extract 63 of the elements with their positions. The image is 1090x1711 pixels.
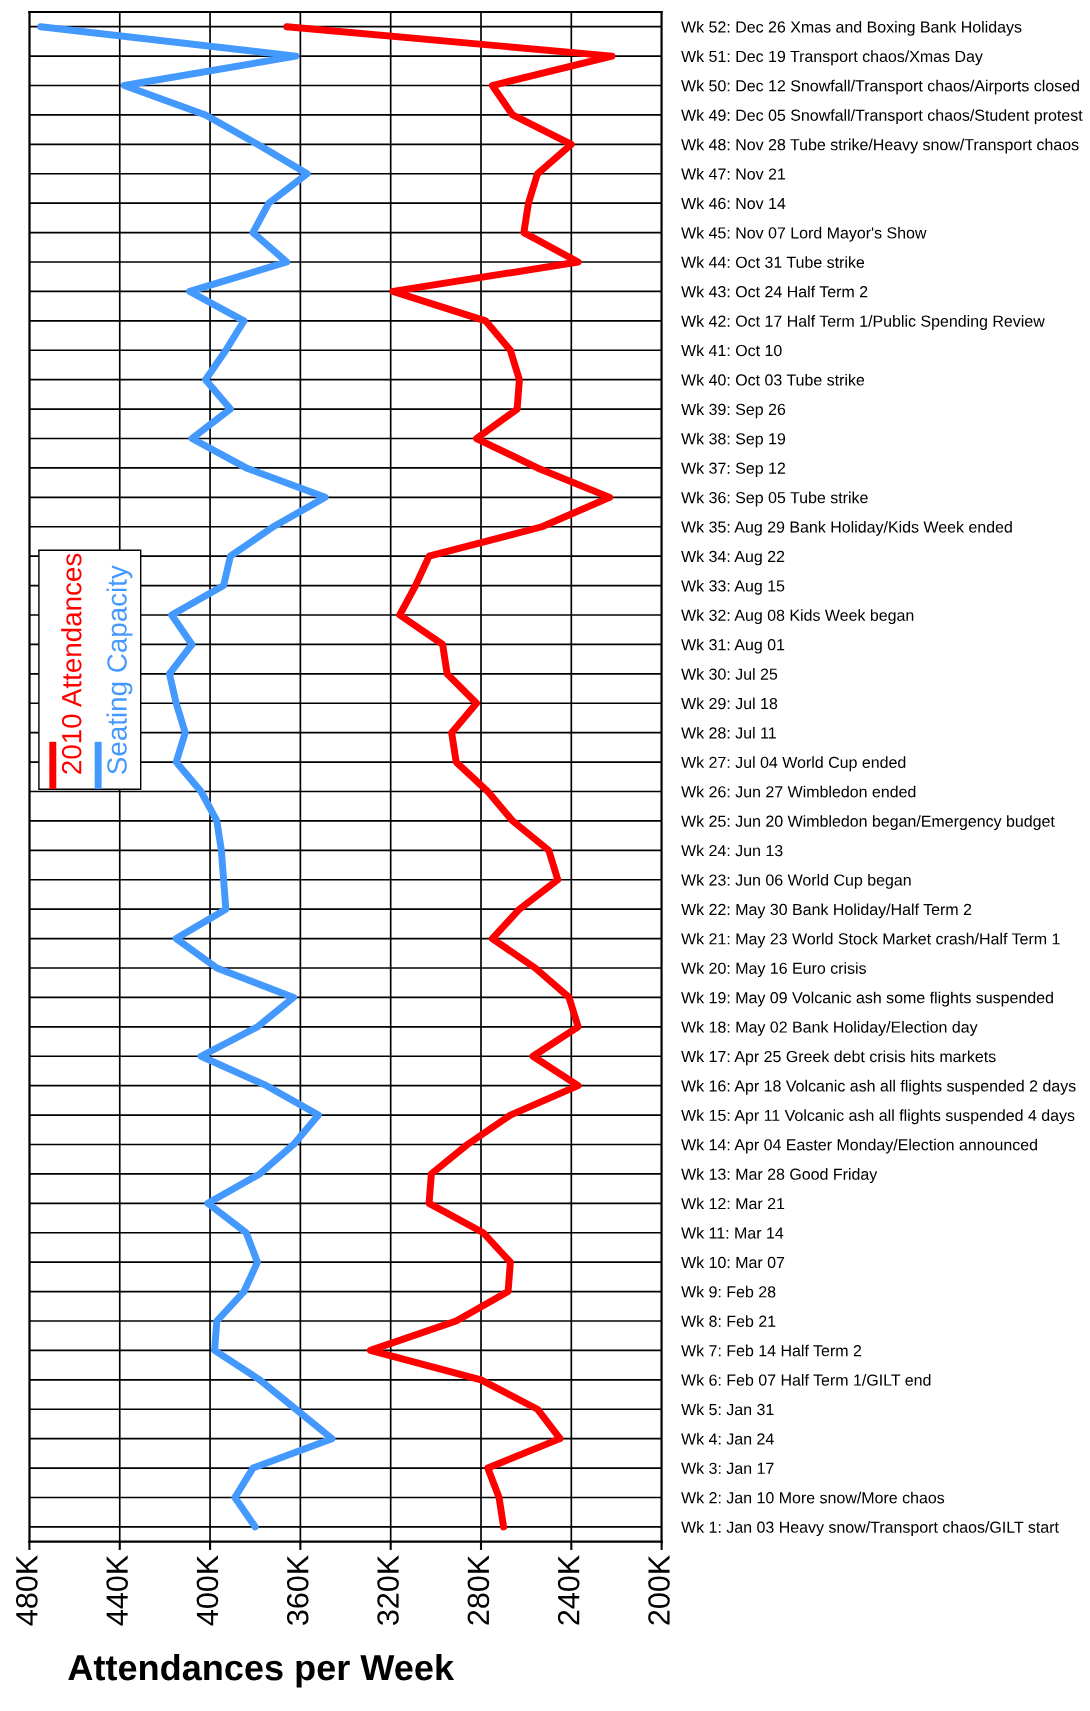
y-tick-label: Wk 19: May 09 Volcanic ash some flights suspended [681, 991, 1053, 1007]
y-tick-label: Wk 31: Aug 01 [681, 638, 785, 654]
y-tick-label: Wk 16: Apr 18 Volcanic ash all flights suspended 2 days [681, 1079, 1076, 1095]
y-tick-label: Wk 15: Apr 11 Volcanic ash all flights suspended 4 days [681, 1109, 1075, 1125]
y-tick-label: Wk 6: Feb 07 Half Term 1/GILT end [681, 1374, 931, 1386]
y-tick-label: Wk 34: Aug 22 [681, 550, 785, 566]
y-tick-label: Wk 13: Mar 28 Good Friday [681, 1168, 878, 1184]
y-tick-label: Wk 41: Oct 10 [681, 344, 782, 357]
y-tick-label: Wk 9: Feb 28 [681, 1285, 776, 1298]
x-tick-label: 360K [286, 1555, 309, 1625]
text: 2010 Attendances [61, 553, 82, 774]
x-tick-label: 240K [557, 1555, 580, 1625]
y-tick-label: Wk 33: Aug 15 [681, 579, 785, 595]
x-tick-label: 440K [106, 1555, 128, 1626]
y-tick-label: Wk 30: Jul 25 [681, 668, 778, 680]
y-tick-label: Wk 49: Dec 05 Snowfall/Transport chaos/Student protest [681, 109, 1083, 125]
y-tick-label: Wk 14: Apr 04 Easter Monday/Election announced [681, 1138, 1037, 1154]
y-tick-label: Wk 2: Jan 10 More snow/More chaos [681, 1491, 945, 1504]
y-tick-label: Wk 20: May 16 Euro crisis [681, 962, 866, 978]
y-tick-label: Wk 8: Feb 21 [681, 1315, 776, 1327]
y-tick-label: Wk 45: Nov 07 Lord Mayor's Show [681, 226, 927, 242]
y-tick-label: Wk 28: Jul 11 [681, 726, 776, 739]
y-tick-label: Wk 48: Nov 28 Tube strike/Heavy snow/Transport chaos [681, 138, 1079, 154]
y-tick-label: Wk 43: Oct 24 Half Term 2 [681, 285, 868, 298]
y-tick-label: Wk 12: Mar 21 [681, 1197, 785, 1210]
y-tick-label: Wk 10: Mar 07 [681, 1256, 785, 1269]
y-tick-label: Wk 22: May 30 Bank Holiday/Half Term 2 [681, 903, 972, 919]
x-tick-label: 280K [467, 1555, 490, 1625]
y-tick-label: Wk 3: Jan 17 [681, 1462, 774, 1475]
y-tick-label: Wk 5: Jan 31 [681, 1403, 774, 1416]
y-tick-label: Wk 26: Jun 27 Wimbledon ended [681, 785, 916, 798]
y-tick-label: Wk 24: Jun 13 [681, 844, 783, 857]
x-tick-label: 400K [196, 1555, 219, 1626]
text: Seating Capacity [106, 565, 133, 774]
y-tick-label: Wk 51: Dec 19 Transport chaos/Xmas Day [681, 50, 983, 66]
y-tick-label: Wk 18: May 02 Bank Holiday/Election day [681, 1021, 978, 1036]
y-tick-label: Wk 23: Jun 06 World Cup began [681, 873, 911, 889]
y-tick-label: Wk 38: Sep 19 [681, 432, 786, 448]
x-tick-label: 200K [648, 1555, 670, 1625]
y-tick-label: Wk 50: Dec 12 Snowfall/Transport chaos/Airports closed [681, 79, 1079, 95]
y-tick-label: Wk 44: Oct 31 Tube strike [681, 256, 865, 268]
y-tick-label: Wk 39: Sep 26 [681, 403, 786, 419]
x-tick-label: 320K [377, 1555, 399, 1625]
y-tick-label: Wk 1: Jan 03 Heavy snow/Transport chaos/GILT start [681, 1521, 1059, 1536]
y-tick-label: Wk 7: Feb 14 Half Term 2 [681, 1344, 862, 1357]
y-tick-label: Wk 32: Aug 08 Kids Week began [681, 609, 914, 625]
y-tick-label: Wk 35: Aug 29 Bank Holiday/Kids Week ended [681, 520, 1012, 536]
y-tick-label: Wk 17: Apr 25 Greek debt crisis hits markets [681, 1050, 996, 1066]
y-tick-label: Wk 52: Dec 26 Xmas and Boxing Bank Holidays [681, 20, 1022, 36]
y-tick-label: Wk 46: Nov 14 [681, 197, 786, 210]
y-tick-label: Wk 25: Jun 20 Wimbledon began/Emergency budget [681, 815, 1055, 831]
y-tick-label: Wk 47: Nov 21 [681, 167, 786, 180]
y-tick-label: Wk 36: Sep 05 Tube strike [681, 491, 868, 507]
y-tick-label: Wk 21: May 23 World Stock Market crash/Half Term 1 [681, 932, 1060, 948]
y-tick-label: Wk 11: Mar 14 [681, 1226, 784, 1239]
y-tick-label: Wk 37: Sep 12 [681, 462, 786, 478]
y-tick-label: Wk 4: Jan 24 [681, 1432, 774, 1445]
y-tick-label: Wk 27: Jul 04 World Cup ended [681, 756, 906, 772]
x-tick-label: 480K [16, 1555, 38, 1626]
y-tick-label: Wk 29: Jul 18 [681, 697, 778, 710]
x-axis-title: Attendances per Week [68, 1653, 455, 1688]
y-tick-label: Wk 40: Oct 03 Tube strike [681, 373, 865, 386]
y-tick-label: Wk 42: Oct 17 Half Term 1/Public Spending Review [681, 315, 1045, 330]
